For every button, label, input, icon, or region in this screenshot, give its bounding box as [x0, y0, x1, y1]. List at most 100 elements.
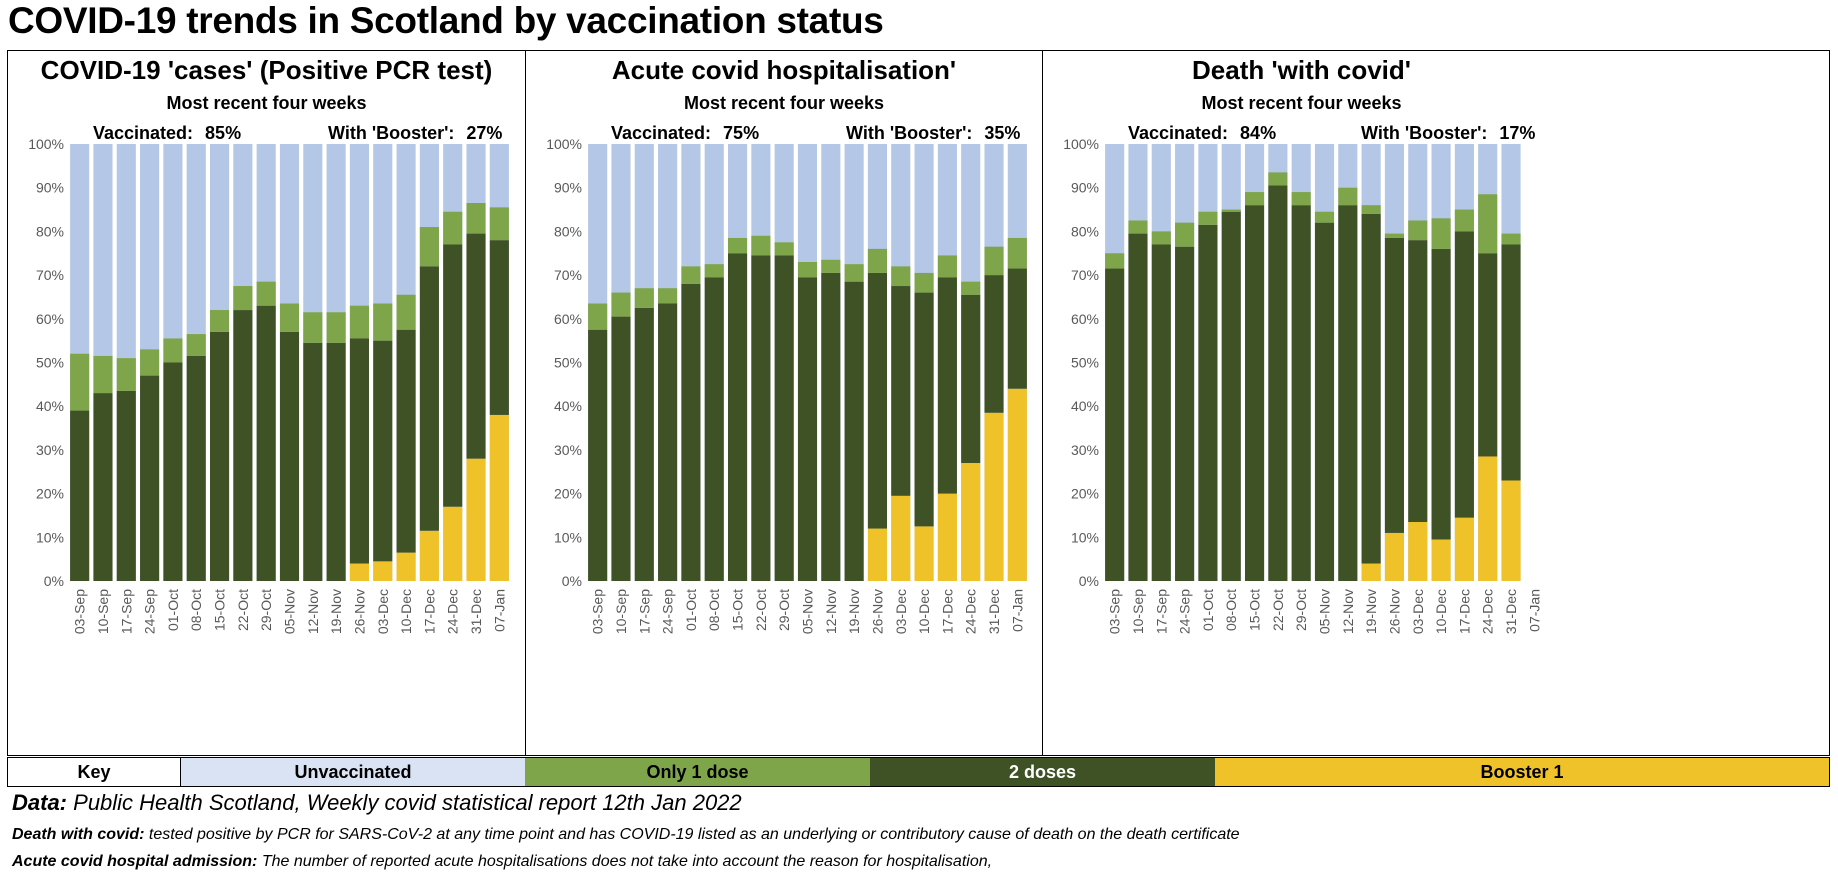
bar-two-doses	[891, 286, 911, 496]
bar-one-dose	[1291, 192, 1311, 206]
bar-one-dose	[1478, 194, 1498, 254]
x-tick-label: 03-Dec	[893, 589, 909, 634]
x-tick-label: 15-Oct	[730, 589, 746, 631]
y-tick-label: 20%	[554, 486, 582, 502]
bar-one-dose	[1105, 253, 1125, 269]
legend-key-label: Key	[8, 758, 181, 786]
x-tick-label: 31-Dec	[1503, 589, 1519, 634]
bar-two-doses	[1338, 205, 1358, 581]
x-tick-label: 26-Nov	[1386, 589, 1402, 634]
legend-one-dose: Only 1 dose	[525, 758, 870, 786]
bar-two-doses	[914, 292, 934, 527]
bar-booster	[489, 414, 509, 581]
y-tick-label: 70%	[1071, 267, 1099, 283]
legend-two-doses: 2 doses	[870, 758, 1215, 786]
bar-one-dose	[93, 355, 113, 394]
x-tick-label: 24-Sep	[1177, 589, 1193, 634]
bar-one-dose	[1408, 220, 1428, 241]
x-tick-label: 03-Sep	[72, 589, 88, 634]
y-tick-label: 40%	[554, 398, 582, 414]
vaccinated-label: Vaccinated:	[93, 123, 194, 143]
chart-subtitle: Most recent four weeks	[683, 93, 885, 113]
booster-stat: With 'Booster': 17%	[1361, 123, 1535, 144]
vaccinated-value: 84%	[1240, 123, 1277, 143]
bar-two-doses	[984, 275, 1004, 413]
bar-two-doses	[349, 338, 370, 564]
panel-cases: COVID-19 'cases' (Positive PCR test) Mos…	[8, 51, 525, 755]
bar-two-doses	[1175, 246, 1195, 581]
vaccinated-stat: Vaccinated: 84%	[1128, 123, 1276, 144]
note-hospital-label: Acute covid hospital admission:	[12, 853, 258, 870]
bar-one-dose	[821, 259, 841, 273]
x-tick-label: 26-Nov	[351, 589, 367, 634]
bar-two-doses	[727, 253, 748, 581]
bar-one-dose	[116, 358, 136, 391]
bar-two-doses	[1291, 205, 1311, 581]
x-tick-label: 10-Sep	[95, 589, 111, 634]
y-tick-label: 90%	[36, 180, 64, 196]
y-tick-label: 30%	[554, 442, 582, 458]
bar-one-dose	[396, 294, 416, 330]
bar-two-doses	[256, 305, 276, 581]
y-tick-label: 80%	[36, 223, 64, 239]
bar-two-doses	[116, 390, 136, 581]
y-tick-label: 0%	[44, 573, 64, 589]
vaccinated-label: Vaccinated:	[611, 123, 712, 143]
charts-container: COVID-19 'cases' (Positive PCR test) Mos…	[7, 50, 1830, 756]
y-tick-label: 100%	[1063, 136, 1099, 152]
bar-one-dose	[1431, 218, 1451, 249]
booster-value: 17%	[1499, 123, 1536, 143]
bar-two-doses	[658, 303, 678, 581]
stacked-bar-chart-deaths: 0% 10% 20% 30% 40% 50% 60% 70% 80% 90% 100% 03-Sep 1…	[1063, 136, 1542, 634]
bar-two-doses	[186, 355, 206, 581]
note-hospital-text: The number of reported acute hospitalisa…	[261, 853, 993, 870]
x-tick-label: 08-Oct	[188, 589, 204, 631]
y-tick-label: 60%	[554, 311, 582, 327]
bar-two-doses	[373, 340, 393, 562]
bar-two-doses	[1105, 268, 1125, 581]
bar-two-doses	[1151, 244, 1171, 581]
x-tick-label: 07-Jan	[1009, 589, 1025, 632]
x-tick-label: 01-Oct	[1200, 589, 1216, 631]
bar-booster	[1408, 522, 1428, 581]
x-tick-label: 29-Oct	[1293, 589, 1309, 631]
note-death-definition: Death with covid: tested positive by PCR…	[12, 826, 1240, 844]
bar-one-dose	[658, 288, 678, 304]
bar-two-doses	[1454, 231, 1474, 518]
vaccinated-value: 75%	[723, 123, 760, 143]
bar-two-doses	[681, 283, 701, 581]
bar-booster	[1384, 532, 1405, 581]
bar-two-doses	[1007, 268, 1027, 389]
bar-two-doses	[93, 393, 113, 581]
x-tick-label: 31-Dec	[986, 589, 1002, 634]
y-tick-label: 30%	[1071, 442, 1099, 458]
bar-booster	[1478, 456, 1498, 581]
bar-two-doses	[611, 316, 631, 581]
bar-one-dose	[1007, 237, 1027, 269]
x-tick-label: 17-Dec	[1456, 589, 1472, 634]
bar-booster	[937, 493, 957, 581]
y-tick-label: 0%	[562, 573, 582, 589]
chart-title: Death 'with covid'	[1192, 55, 1411, 85]
bar-one-dose	[1244, 192, 1265, 206]
x-tick-label: 15-Oct	[212, 589, 228, 631]
y-tick-label: 50%	[36, 355, 64, 371]
chart-title: Acute covid hospitalisation'	[611, 55, 957, 85]
bar-one-dose	[256, 281, 276, 306]
bar-booster	[443, 506, 463, 581]
x-tick-label: 26-Nov	[869, 589, 885, 634]
panel-hospitalisation: Acute covid hospitalisation' Most recent…	[525, 51, 1042, 755]
bar-two-doses	[1384, 237, 1405, 533]
bar-two-doses	[1244, 205, 1265, 581]
x-tick-label: 24-Sep	[660, 589, 676, 634]
x-tick-label: 17-Sep	[636, 589, 652, 634]
booster-label: With 'Booster':	[846, 123, 973, 143]
bar-two-doses	[937, 277, 957, 494]
bar-booster	[1501, 480, 1521, 581]
bar-one-dose	[704, 264, 724, 278]
y-tick-label: 90%	[554, 180, 582, 196]
bar-booster	[1431, 539, 1451, 581]
bar-two-doses	[1408, 240, 1428, 523]
bar-two-doses	[326, 342, 346, 581]
y-tick-label: 90%	[1071, 180, 1099, 196]
